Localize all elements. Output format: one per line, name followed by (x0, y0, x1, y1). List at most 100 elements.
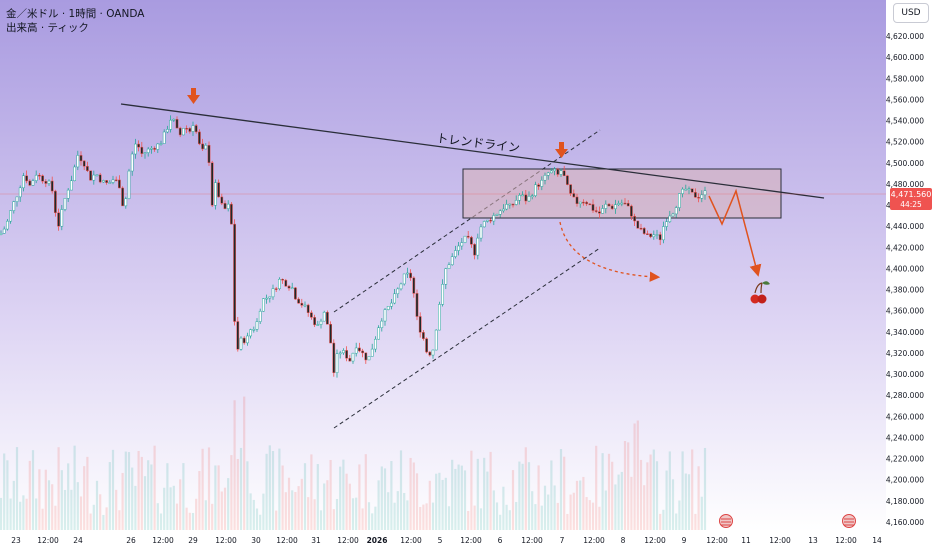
volume-bar (182, 463, 185, 530)
candle-body (383, 309, 387, 322)
candle-body (265, 297, 268, 300)
candle-body (300, 302, 304, 306)
candle-body (508, 203, 512, 206)
volume-bar (470, 450, 473, 530)
candle-body (380, 320, 384, 329)
candle-body (642, 227, 646, 234)
candle-body (0, 233, 3, 235)
volume-bar (671, 479, 675, 530)
price-tick-label: 4,160.000 (886, 518, 924, 527)
volume-bar (22, 495, 25, 530)
volume-bar (463, 470, 467, 530)
event-flag-icon (719, 514, 733, 528)
volume-bar (310, 454, 313, 530)
volume-bar (47, 480, 51, 530)
volume-bar (243, 396, 246, 530)
candle-body (137, 143, 140, 148)
time-tick-label: 12:00 (152, 536, 174, 545)
volume-bar (223, 487, 227, 530)
price-tick-label: 4,360.000 (886, 307, 924, 316)
candle-body (668, 215, 672, 222)
volume-indicator-title: 出来高 · ティック (6, 22, 89, 34)
time-tick-label: 24 (73, 536, 83, 545)
volume-bar (435, 473, 438, 530)
volume-bar (543, 485, 547, 530)
candle-body (486, 219, 489, 222)
trendline[interactable] (120, 103, 825, 199)
drawing-rising-channel[interactable] (333, 129, 601, 429)
volume-bar (415, 473, 419, 530)
volume-bar (201, 448, 204, 530)
candle-body (332, 342, 336, 373)
price-tick-label: 4,480.000 (886, 180, 924, 189)
volume-bar (447, 506, 451, 530)
volume-bar (163, 487, 166, 530)
candle-body (364, 352, 368, 361)
candle-body (492, 215, 496, 222)
time-axis[interactable]: 23 12:00 24 26 12:00 29 12:00 30 12:00 31 12:00 202… (11, 536, 882, 545)
volume-bar (150, 464, 153, 530)
volume-bar (409, 457, 412, 530)
cherry-icon (750, 281, 770, 304)
volume-bar (534, 504, 537, 530)
volume-bar (431, 502, 435, 530)
price-tick-label: 4,240.000 (886, 433, 924, 442)
time-tick-label: 12:00 (215, 536, 237, 545)
candle-body (159, 143, 163, 145)
volume-bar (287, 477, 291, 530)
candle-body (700, 194, 704, 199)
volume-bar (678, 500, 681, 530)
candle-body (25, 175, 28, 182)
time-tick-label: 12:00 (276, 536, 298, 545)
candle-body (646, 233, 649, 235)
candle-body (185, 128, 188, 130)
time-tick-label: 23 (11, 536, 21, 545)
channel-upper-line[interactable] (333, 129, 601, 313)
candle-body (130, 153, 134, 172)
volume-bar (348, 483, 351, 530)
volume-bar (495, 502, 499, 530)
volume-bar (367, 502, 371, 530)
candle-body (694, 192, 697, 198)
volume-bar (255, 508, 259, 530)
candle-body (466, 235, 470, 238)
candle-body (681, 188, 684, 194)
volume-bar (28, 460, 31, 530)
currency-button[interactable]: USD (893, 3, 929, 23)
candle-body (239, 337, 243, 350)
candle-body (15, 196, 19, 202)
volume-bar (319, 510, 323, 530)
channel-lower-line[interactable] (333, 247, 601, 429)
candle-body (489, 219, 492, 222)
volume-bar (499, 514, 502, 530)
volume-bar (230, 455, 233, 530)
volume-bar (374, 506, 377, 530)
volume-bar (547, 494, 550, 530)
candle-body (252, 329, 256, 331)
candle-body (495, 214, 499, 216)
time-tick-label: 31 (311, 536, 321, 545)
volume-bar (643, 485, 646, 530)
volume-bar (662, 509, 665, 530)
resistance-zone[interactable] (462, 168, 782, 219)
volume-bar (569, 494, 572, 530)
candle-body (662, 226, 665, 241)
candle-body (623, 202, 627, 205)
price-axis[interactable]: 4,620.000 4,600.000 4,580.000 4,560.000 4,54… (886, 32, 924, 527)
volume-bar (57, 447, 60, 530)
volume-bar (147, 460, 150, 530)
volume-bar (227, 478, 230, 530)
candle-body (210, 162, 214, 206)
annotation-arrow-top-left (187, 88, 200, 104)
candle-body (428, 351, 432, 356)
time-tick-label: 5 (438, 536, 443, 545)
candle-body (76, 155, 80, 168)
volume-bar (623, 441, 627, 530)
volume-bar (575, 480, 579, 530)
volume-bar (217, 465, 220, 530)
volume-bar (614, 484, 617, 530)
volume-bar (60, 470, 63, 530)
annotation-arrow-top-right (555, 142, 568, 158)
candle-body (60, 209, 64, 227)
